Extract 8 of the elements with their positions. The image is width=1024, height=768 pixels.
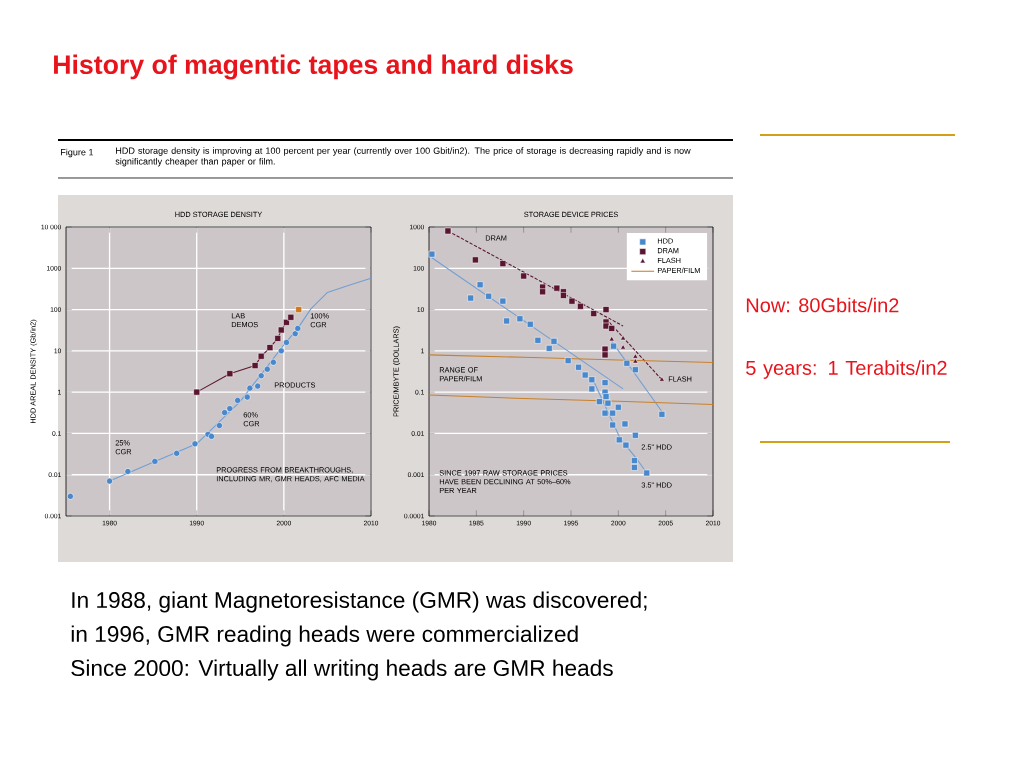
text: Since 2000: Virtually all writing heads are GMR heads (71, 659, 613, 681)
text: In 1988, giant Magnetoresistance (GMR) was discovered; (72, 591, 647, 613)
text: HDD storage density is improving at 100 percent per year (currently over 100 Gbit/in2). The price of storage is decreasing rapidly and is now significantly cheaper than paper or film. (115, 147, 691, 167)
text: Now: 80Gbits/in2 (746, 297, 899, 313)
text: History of magentic tapes and hard disks (54, 54, 573, 80)
text: in 1996, GMR reading heads were commercialized (71, 625, 578, 647)
text: 5 years: 1 Terabits/in2 (746, 360, 947, 379)
caption: Figure 1 (61, 148, 94, 158)
